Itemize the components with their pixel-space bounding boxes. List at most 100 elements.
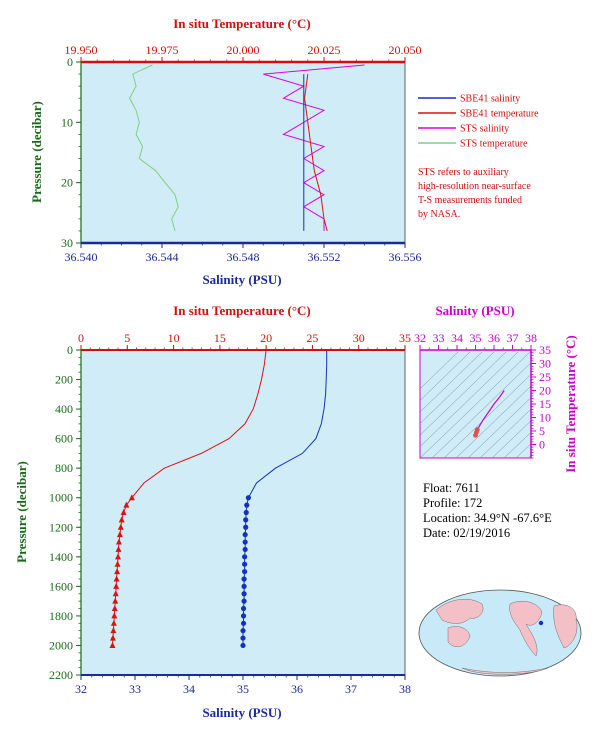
map-land-americas xyxy=(509,601,543,657)
salinity-point xyxy=(245,495,251,501)
bottom-pressure-tick-label: 1000 xyxy=(49,491,73,505)
sts-note-line-3: T-S measurements funded xyxy=(418,195,522,206)
ts-density-contours xyxy=(420,351,531,458)
bottom-temperature-tick-label: 25 xyxy=(306,331,318,345)
bottom-pressure-axis-label: Pressure (decibar) xyxy=(14,461,29,563)
density-contour xyxy=(431,362,531,458)
bottom-salinity-tick-label: 34 xyxy=(183,682,195,696)
ts-salinity-axis-label: Salinity (PSU) xyxy=(435,303,514,318)
top-temperature-tick-label: 20.000 xyxy=(227,43,260,57)
ts-point xyxy=(474,427,480,433)
salinity-point xyxy=(242,554,248,560)
ts-salinity-tick-label: 36 xyxy=(488,331,500,345)
temperature-point xyxy=(109,641,116,648)
salinity-point xyxy=(243,517,249,523)
legend-label-sbe41-salinity: SBE41 salinity xyxy=(460,94,520,105)
bottom-pressure-tick-label: 800 xyxy=(55,461,73,475)
top-sts-salinity-line xyxy=(263,64,365,231)
location: Location: 34.9°N -67.6°E xyxy=(423,511,552,525)
ts-salinity-tick-label: 37 xyxy=(507,331,519,345)
temperature-point xyxy=(117,523,124,530)
top-plot-area xyxy=(80,61,406,244)
top-salinity-tick-label: 36.552 xyxy=(308,250,341,264)
density-contour xyxy=(420,351,459,390)
temperature-point xyxy=(111,612,118,619)
bottom-ticks: 0 5 10 15 20 25 30 35 32 33 34 35 36 37 38 0 200 400 600 80… xyxy=(49,331,411,696)
temperature-point xyxy=(115,538,122,545)
bottom-temperature-tick-label: 0 xyxy=(78,331,84,345)
sts-note-line-1: STS refers to auxiliary xyxy=(418,167,509,178)
top-salinity-tick-label: 36.544 xyxy=(146,250,179,264)
density-contour xyxy=(420,351,471,401)
salinity-point xyxy=(243,524,249,530)
temperature-point xyxy=(113,575,120,582)
ts-salinity-tick-label: 35 xyxy=(470,331,482,345)
salinity-point xyxy=(242,568,248,575)
ts-temperature-tick-label: 10 xyxy=(539,411,551,425)
top-temperature-tick-label: 19.950 xyxy=(65,43,98,57)
temperature-point xyxy=(120,509,127,515)
top-pressure-tick-label: 20 xyxy=(61,176,73,190)
ts-salinity-tick-label: 38 xyxy=(525,331,537,345)
map-float-location-marker xyxy=(538,620,544,626)
temperature-point xyxy=(115,545,122,552)
density-contour xyxy=(503,431,531,458)
legend-label-sts-salinity: STS salinity xyxy=(460,124,509,135)
top-pressure-tick-label: 0 xyxy=(67,55,73,69)
ts-temperature-tick-label: 15 xyxy=(539,397,551,411)
bottom-pressure-tick-label: 1400 xyxy=(49,550,73,564)
salinity-point xyxy=(240,635,246,641)
salinity-point xyxy=(242,532,248,538)
density-contour xyxy=(420,351,495,424)
bottom-salinity-tick-label: 37 xyxy=(345,682,357,696)
temperature-point xyxy=(110,627,117,634)
salinity-point xyxy=(240,605,247,612)
temperature-point xyxy=(116,531,123,538)
salinity-point xyxy=(241,598,247,604)
top-salinity-tick-label: 36.556 xyxy=(389,250,422,264)
bottom-salinity-tick-label: 38 xyxy=(399,682,411,696)
temperature-point xyxy=(112,597,119,604)
ts-temperature-tick-label: 5 xyxy=(539,424,545,438)
ts-temperature-tick-label: 0 xyxy=(539,438,545,452)
bottom-pressure-tick-label: 1800 xyxy=(49,609,73,623)
top-pressure-tick-label: 30 xyxy=(61,236,73,250)
salinity-point xyxy=(240,642,246,649)
temperature-point xyxy=(113,582,120,589)
legend-label-sbe41-temperature: SBE41 temperature xyxy=(460,109,539,120)
top-pressure-tick-label: 10 xyxy=(61,115,73,129)
salinity-point xyxy=(244,502,250,508)
top-temperature-tick-label: 20.025 xyxy=(308,43,341,57)
bottom-sbe41-salinity-line xyxy=(247,350,328,498)
bottom-salinity-tick-label: 32 xyxy=(75,682,87,696)
map-land-antarctica xyxy=(461,667,549,675)
temperature-point xyxy=(112,590,119,597)
temperature-point xyxy=(109,634,116,641)
density-contour xyxy=(479,408,531,458)
bottom-pressure-tick-label: 2000 xyxy=(49,638,73,652)
ts-salinity-tick-label: 34 xyxy=(451,331,463,345)
bottom-pressure-tick-label: 1200 xyxy=(49,520,73,534)
top-panel: 19.950 19.975 20.000 20.025 20.050 36.540 36.5… xyxy=(29,16,539,287)
top-salinity-tick-label: 36.540 xyxy=(65,250,98,264)
sts-note-line-2: high-resolution near-surface xyxy=(418,181,531,192)
temperature-point xyxy=(114,568,121,575)
temperature-point xyxy=(110,619,117,626)
date: Date: 02/19/2016 xyxy=(423,526,510,540)
density-contour xyxy=(491,420,531,458)
ts-series-group xyxy=(473,390,505,438)
salinity-point xyxy=(240,613,247,619)
map-land-asia xyxy=(435,599,484,624)
bottom-temperature-tick-label: 30 xyxy=(353,331,365,345)
sts-note: STS refers to auxiliary high-resolution … xyxy=(418,167,531,220)
salinity-point xyxy=(242,561,248,567)
density-contour xyxy=(467,397,531,458)
density-contour xyxy=(515,443,531,458)
bottom-pressure-tick-label: 400 xyxy=(55,402,73,416)
temperature-point xyxy=(114,560,121,567)
top-temperature-tick-label: 20.050 xyxy=(389,43,422,57)
bottom-pressure-tick-label: 600 xyxy=(55,432,73,446)
density-contour xyxy=(455,385,531,458)
